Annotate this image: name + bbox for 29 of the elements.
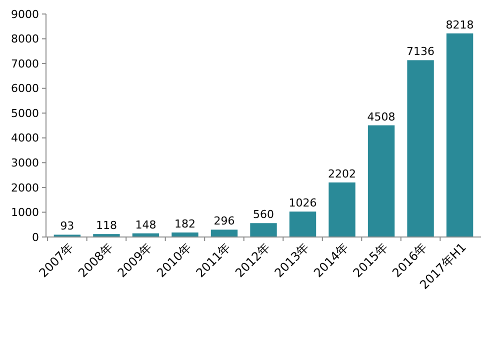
y-tick-label: 3000 (11, 156, 39, 170)
bar (446, 33, 474, 237)
bar (210, 230, 238, 237)
data-label: 8218 (446, 18, 474, 32)
data-label: 1026 (288, 196, 317, 210)
bar (289, 212, 316, 237)
y-tick-label: 4000 (11, 132, 39, 145)
data-label: 296 (214, 214, 235, 228)
data-label: 4508 (367, 110, 396, 124)
y-tick-label: 8000 (11, 32, 39, 46)
y-tick-label: 0 (32, 230, 39, 244)
bar (172, 232, 198, 237)
data-label: 148 (135, 218, 156, 232)
bar (368, 125, 395, 237)
y-tick-label: 2000 (11, 181, 39, 194)
data-label: 2202 (328, 167, 356, 180)
bar (250, 223, 277, 237)
data-label: 560 (253, 208, 274, 222)
data-label: 7136 (406, 45, 435, 58)
data-label: 93 (60, 220, 74, 233)
bar (407, 60, 434, 237)
y-tick-label: 5000 (11, 106, 39, 120)
y-tick-label: 9000 (11, 8, 39, 21)
data-label: 182 (174, 217, 196, 230)
y-tick-label: 6000 (11, 82, 39, 96)
y-tick-label: 1000 (11, 206, 39, 220)
bar (328, 182, 356, 237)
y-tick-label: 7000 (11, 57, 39, 70)
data-label: 118 (96, 219, 117, 232)
